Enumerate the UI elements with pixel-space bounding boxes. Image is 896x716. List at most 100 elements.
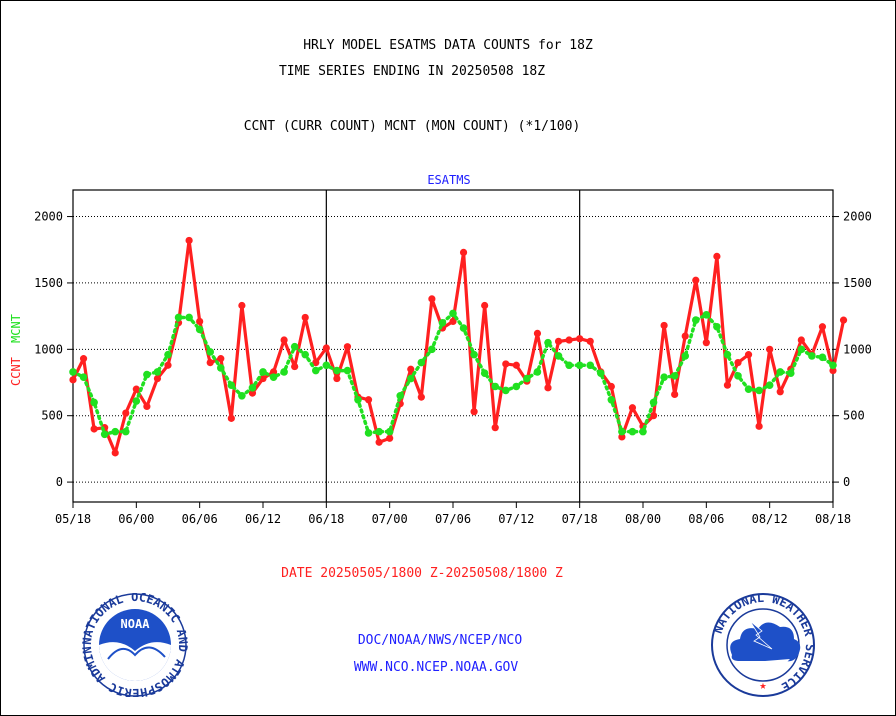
data-point-mcnt	[596, 369, 605, 378]
data-point-ccnt	[776, 388, 784, 396]
series-ccnt	[69, 236, 848, 457]
data-point-mcnt	[618, 427, 626, 436]
data-point-mcnt	[238, 391, 246, 400]
data-point-ccnt	[153, 374, 162, 383]
org-label: DOC/NOAA/NWS/NCEP/NCO	[357, 633, 523, 648]
y-tick-label-left: 500	[41, 409, 63, 423]
y-axis-label-mcnt: MCNT	[9, 314, 23, 343]
data-point-ccnt	[375, 438, 383, 446]
data-point-mcnt	[375, 427, 383, 436]
data-point-mcnt	[354, 395, 362, 404]
data-point-mcnt	[100, 430, 109, 439]
data-point-ccnt	[512, 361, 520, 369]
data-point-mcnt	[797, 345, 806, 354]
data-point-ccnt	[301, 313, 309, 322]
data-point-mcnt	[385, 427, 394, 436]
data-point-mcnt	[290, 342, 299, 351]
data-point-ccnt	[322, 344, 330, 352]
data-point-ccnt	[269, 368, 278, 376]
y-tick-label-left: 2000	[34, 210, 63, 224]
plot-frame	[72, 189, 834, 503]
data-point-ccnt	[618, 433, 626, 441]
data-point-ccnt	[90, 425, 98, 433]
x-tick-label: 08/00	[625, 512, 661, 526]
y-tick-label-right: 500	[843, 409, 865, 423]
data-point-ccnt	[217, 355, 225, 363]
nws-logo: NATIONAL WEATHER SERVICE ★	[711, 593, 816, 697]
data-point-ccnt	[459, 248, 468, 256]
data-point-ccnt	[491, 424, 499, 432]
data-point-ccnt	[554, 337, 563, 345]
data-point-mcnt	[829, 361, 837, 370]
data-point-mcnt	[776, 368, 785, 376]
y-tick-label-left: 1500	[34, 276, 63, 290]
data-point-ccnt	[734, 358, 742, 367]
data-point-mcnt	[311, 366, 320, 375]
data-point-ccnt	[407, 365, 415, 373]
data-point-ccnt	[755, 422, 763, 430]
data-point-mcnt	[195, 325, 204, 334]
data-point-ccnt	[502, 360, 510, 368]
data-point-ccnt	[702, 339, 710, 347]
data-point-ccnt	[544, 384, 552, 392]
y-tick-label-right: 1000	[843, 342, 872, 356]
data-point-ccnt	[818, 323, 827, 331]
data-point-mcnt	[396, 391, 405, 400]
data-point-mcnt	[670, 372, 679, 380]
data-point-ccnt	[143, 402, 151, 411]
data-point-mcnt	[248, 384, 257, 392]
data-point-ccnt	[185, 236, 193, 245]
data-point-mcnt	[523, 374, 531, 383]
header-title-line1: HRLY MODEL ESATMS DATA COUNTS for 18Z	[303, 38, 593, 53]
data-point-mcnt	[818, 353, 827, 362]
data-point-ccnt	[565, 336, 573, 344]
data-point-ccnt	[481, 301, 489, 310]
data-point-ccnt	[829, 366, 837, 375]
data-point-mcnt	[639, 427, 647, 436]
header-title-line2: TIME SERIES ENDING IN 20250508 18Z	[278, 64, 546, 79]
data-point-ccnt	[111, 449, 119, 457]
x-tick-label: 06/18	[308, 512, 344, 526]
series-mcnt	[69, 309, 837, 439]
data-point-mcnt	[343, 366, 352, 375]
data-point-ccnt	[713, 252, 721, 260]
data-point-ccnt	[132, 385, 140, 393]
data-point-ccnt	[681, 332, 689, 340]
data-point-mcnt	[111, 427, 120, 436]
data-point-mcnt	[512, 382, 521, 391]
website-link[interactable]: WWW.NCO.NCEP.NOAA.GOV	[353, 660, 519, 675]
data-point-ccnt	[238, 301, 246, 310]
data-point-mcnt	[185, 313, 193, 322]
x-tick-label: 08/18	[815, 512, 851, 526]
data-point-mcnt	[269, 373, 278, 382]
data-point-mcnt	[660, 373, 668, 382]
y-tick-label-left: 1000	[34, 342, 63, 356]
data-point-mcnt	[544, 338, 552, 347]
data-point-mcnt	[69, 368, 77, 376]
x-tick-label: 08/06	[688, 512, 724, 526]
data-point-mcnt	[280, 368, 288, 376]
x-tick-label: 06/12	[245, 512, 281, 526]
data-point-ccnt	[280, 336, 288, 344]
data-point-mcnt	[174, 313, 183, 322]
y-axis-label-ccnt: CCNT	[9, 357, 23, 386]
data-point-ccnt	[660, 321, 668, 330]
data-point-ccnt	[723, 381, 732, 389]
data-point-mcnt	[681, 352, 690, 360]
data-point-ccnt	[333, 374, 341, 383]
data-point-mcnt	[649, 398, 658, 407]
y-tick-label-right: 0	[843, 475, 850, 489]
data-point-ccnt	[449, 317, 457, 326]
x-tick-label: 07/18	[562, 512, 598, 526]
data-point-ccnt	[69, 376, 77, 384]
data-point-mcnt	[734, 372, 742, 380]
chart-title: ESATMS	[427, 173, 470, 187]
data-point-mcnt	[259, 368, 267, 376]
data-point-mcnt	[406, 374, 415, 383]
data-point-ccnt	[417, 393, 425, 401]
data-point-ccnt	[766, 345, 774, 353]
data-point-ccnt	[671, 390, 679, 399]
data-point-ccnt	[628, 404, 637, 412]
data-point-mcnt	[491, 382, 500, 391]
data-point-ccnt	[79, 355, 88, 363]
